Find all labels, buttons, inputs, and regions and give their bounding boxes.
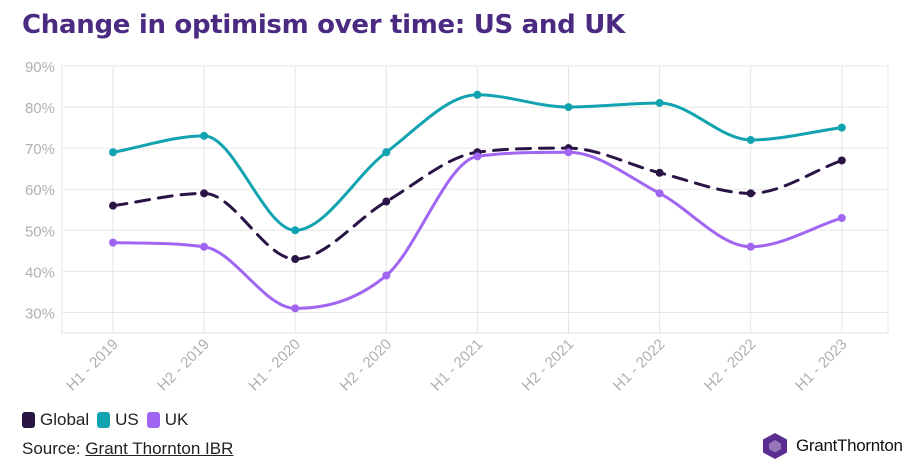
- series-line-us: [111, 93, 844, 232]
- legend-label-uk: UK: [164, 410, 189, 429]
- brand-name: GrantThornton: [796, 436, 903, 455]
- y-tick-label: 50%: [25, 223, 55, 240]
- y-tick-label: 70%: [25, 141, 55, 158]
- data-point-global: [109, 201, 117, 210]
- y-tick-label: 40%: [25, 264, 55, 281]
- data-point-uk: [382, 271, 391, 280]
- series-line-uk: [111, 150, 844, 310]
- data-point-uk: [291, 304, 300, 313]
- x-tick-label: H1 - 2019: [63, 336, 122, 395]
- data-point-uk: [746, 242, 755, 251]
- logo-hex-outer: [763, 433, 787, 459]
- data-point-global: [746, 189, 755, 198]
- y-tick-label: 30%: [25, 305, 55, 322]
- data-point-us: [564, 103, 573, 112]
- series-lines: [111, 93, 844, 310]
- line-chart: 30% 40% 50% 60% 70% 80% 90% H1 - 2019 H2 - 2019…: [25, 59, 889, 395]
- y-tick-label: 60%: [25, 182, 55, 199]
- data-point-global: [200, 189, 209, 198]
- data-point-us: [382, 148, 391, 157]
- legend: Global US UK: [22, 410, 196, 430]
- x-tick-label: H2 - 2019: [154, 336, 213, 395]
- data-point-uk: [109, 238, 117, 247]
- legend-item-global[interactable]: Global: [22, 410, 89, 430]
- x-axis-ticks: H1 - 2019 H2 - 2019 H1 - 2020 H2 - 2020 H1 -…: [63, 336, 850, 395]
- data-point-uk: [837, 213, 846, 222]
- chart-title: Change in optimism over time: US and UK: [22, 10, 625, 40]
- data-point-us: [109, 148, 117, 157]
- x-tick-label: H1 - 2021: [428, 336, 487, 395]
- series-line-global: [111, 146, 844, 261]
- source-prefix: Source:: [22, 439, 86, 458]
- legend-swatch-global: [22, 412, 35, 428]
- y-tick-label: 90%: [25, 59, 55, 76]
- data-point-uk: [473, 152, 482, 161]
- data-point-uk: [564, 148, 573, 157]
- series-points: [109, 90, 846, 313]
- x-tick-label: H2 - 2021: [519, 336, 578, 395]
- legend-label-us: US: [115, 410, 139, 429]
- legend-label-global: Global: [40, 410, 90, 429]
- data-point-us: [291, 226, 300, 235]
- source-link[interactable]: Grant Thornton IBR: [85, 439, 234, 458]
- legend-swatch-us: [97, 412, 111, 428]
- data-point-uk: [655, 189, 664, 198]
- data-point-us: [837, 123, 846, 132]
- source-note: Source: Grant Thornton IBR: [22, 439, 233, 459]
- grant-thornton-logo-icon: [763, 433, 787, 459]
- x-tick-label: H2 - 2020: [337, 336, 396, 395]
- y-tick-label: 80%: [25, 100, 55, 117]
- data-point-us: [655, 98, 664, 107]
- legend-swatch-uk: [146, 412, 160, 428]
- data-point-us: [200, 131, 209, 140]
- data-point-global: [837, 156, 846, 165]
- data-point-global: [291, 255, 300, 264]
- data-point-global: [655, 168, 664, 177]
- data-point-us: [746, 135, 755, 144]
- grid-lines: [61, 65, 889, 334]
- x-tick-label: H2 - 2022: [701, 336, 760, 395]
- data-point-uk: [200, 242, 209, 251]
- brand-logo: GrantThornton: [760, 432, 903, 460]
- logo-hex-inner: [769, 440, 781, 453]
- y-axis-ticks: 30% 40% 50% 60% 70% 80% 90%: [25, 59, 55, 322]
- data-point-us: [473, 90, 482, 99]
- legend-item-us[interactable]: US: [97, 410, 139, 430]
- x-tick-label: H1 - 2022: [610, 336, 669, 395]
- x-tick-label: H1 - 2023: [792, 336, 851, 395]
- legend-item-uk[interactable]: UK: [146, 410, 189, 430]
- x-tick-label: H1 - 2020: [245, 336, 304, 395]
- data-point-global: [382, 197, 391, 206]
